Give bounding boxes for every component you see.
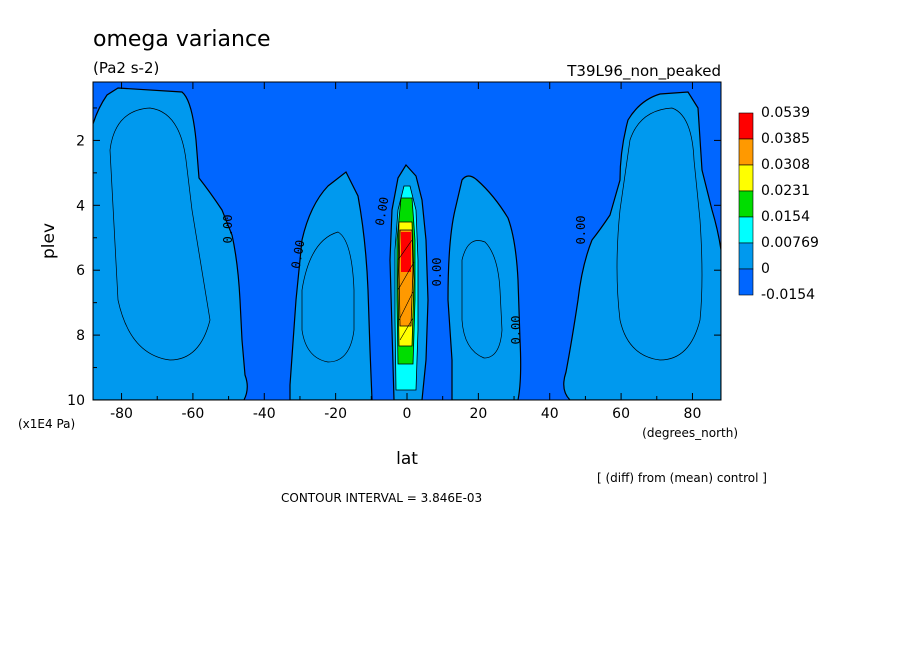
x-tick-label: -60 [181,406,204,422]
contour-region-equator-max [401,232,411,272]
x-tick-label: -40 [253,406,276,422]
contour-label: 0.00 [509,316,523,345]
comparison-note: [ (diff) from (mean) control ] [597,471,767,485]
x-tick-label: 80 [684,406,702,422]
legend-label: 0.0308 [761,157,810,173]
legend-swatch [738,268,754,296]
legend-swatch [738,190,754,218]
x-tick-label: 60 [612,406,630,422]
contour-region-right-polar [563,91,721,400]
contour-line-right-polar-inner [616,107,703,361]
y-tick-label: 4 [76,198,85,214]
y-tick-label: 6 [76,263,85,279]
plot-area: 0.00 0.00 0.00 0.00 0.00 0.00 [93,82,721,400]
contour-interval-text: CONTOUR INTERVAL = 3.846E-03 [281,491,482,505]
contour-region-left-polar [93,87,248,400]
legend-label: 0.0539 [761,105,810,121]
y-tick-label: 2 [76,133,85,149]
contour-line-left-mid-inner [301,231,355,363]
y-tick-label: 8 [76,328,85,344]
legend-swatch [738,112,754,140]
contour-line-right-mid-inner [461,240,503,359]
x-tick-label: 0 [403,406,412,422]
x-tick-label: 20 [469,406,487,422]
chart-title: omega variance [93,27,271,52]
legend-label: 0.0385 [761,131,810,147]
contour-label: 0.00 [221,215,235,244]
x-tick-label: 40 [541,406,559,422]
x-axis-label: lat [396,449,418,469]
contour-label: 0.00 [430,258,444,287]
contour-line-left-polar-inner [109,107,211,361]
contour-region-right-mid [447,175,522,400]
x-axis-units: (degrees_north) [642,426,738,440]
color-legend: 0.0539 0.0385 0.0308 0.0231 0.0154 0.00769 0 -0… [738,105,819,303]
contour-label: 0.00 [289,239,308,270]
legend-swatch [738,164,754,192]
legend-label: 0 [761,261,770,277]
legend-label: 0.00769 [761,235,819,251]
contour-label: 0.00 [373,196,392,227]
y-axis-units: (x1E4 Pa) [18,417,75,431]
legend-label: -0.0154 [761,287,815,303]
legend-swatch [738,216,754,244]
legend-swatch [738,242,754,270]
legend-label: 0.0231 [761,183,810,199]
x-tick-label: -80 [110,406,133,422]
y-tick-label: 10 [67,393,85,409]
contour-label: 0.00 [574,216,588,245]
units-label: (Pa2 s-2) [93,59,159,77]
x-axis-ticks: -80 -60 -40 -20 0 20 40 60 80 [110,82,701,422]
y-axis-label: plev [39,223,59,259]
legend-label: 0.0154 [761,209,810,225]
y-axis-ticks: 2 4 6 8 10 [67,107,721,409]
dataset-label: T39L96_non_peaked [566,62,721,81]
legend-swatch [738,138,754,166]
x-tick-label: -20 [324,406,347,422]
contour-line-equator-lines [397,239,415,341]
